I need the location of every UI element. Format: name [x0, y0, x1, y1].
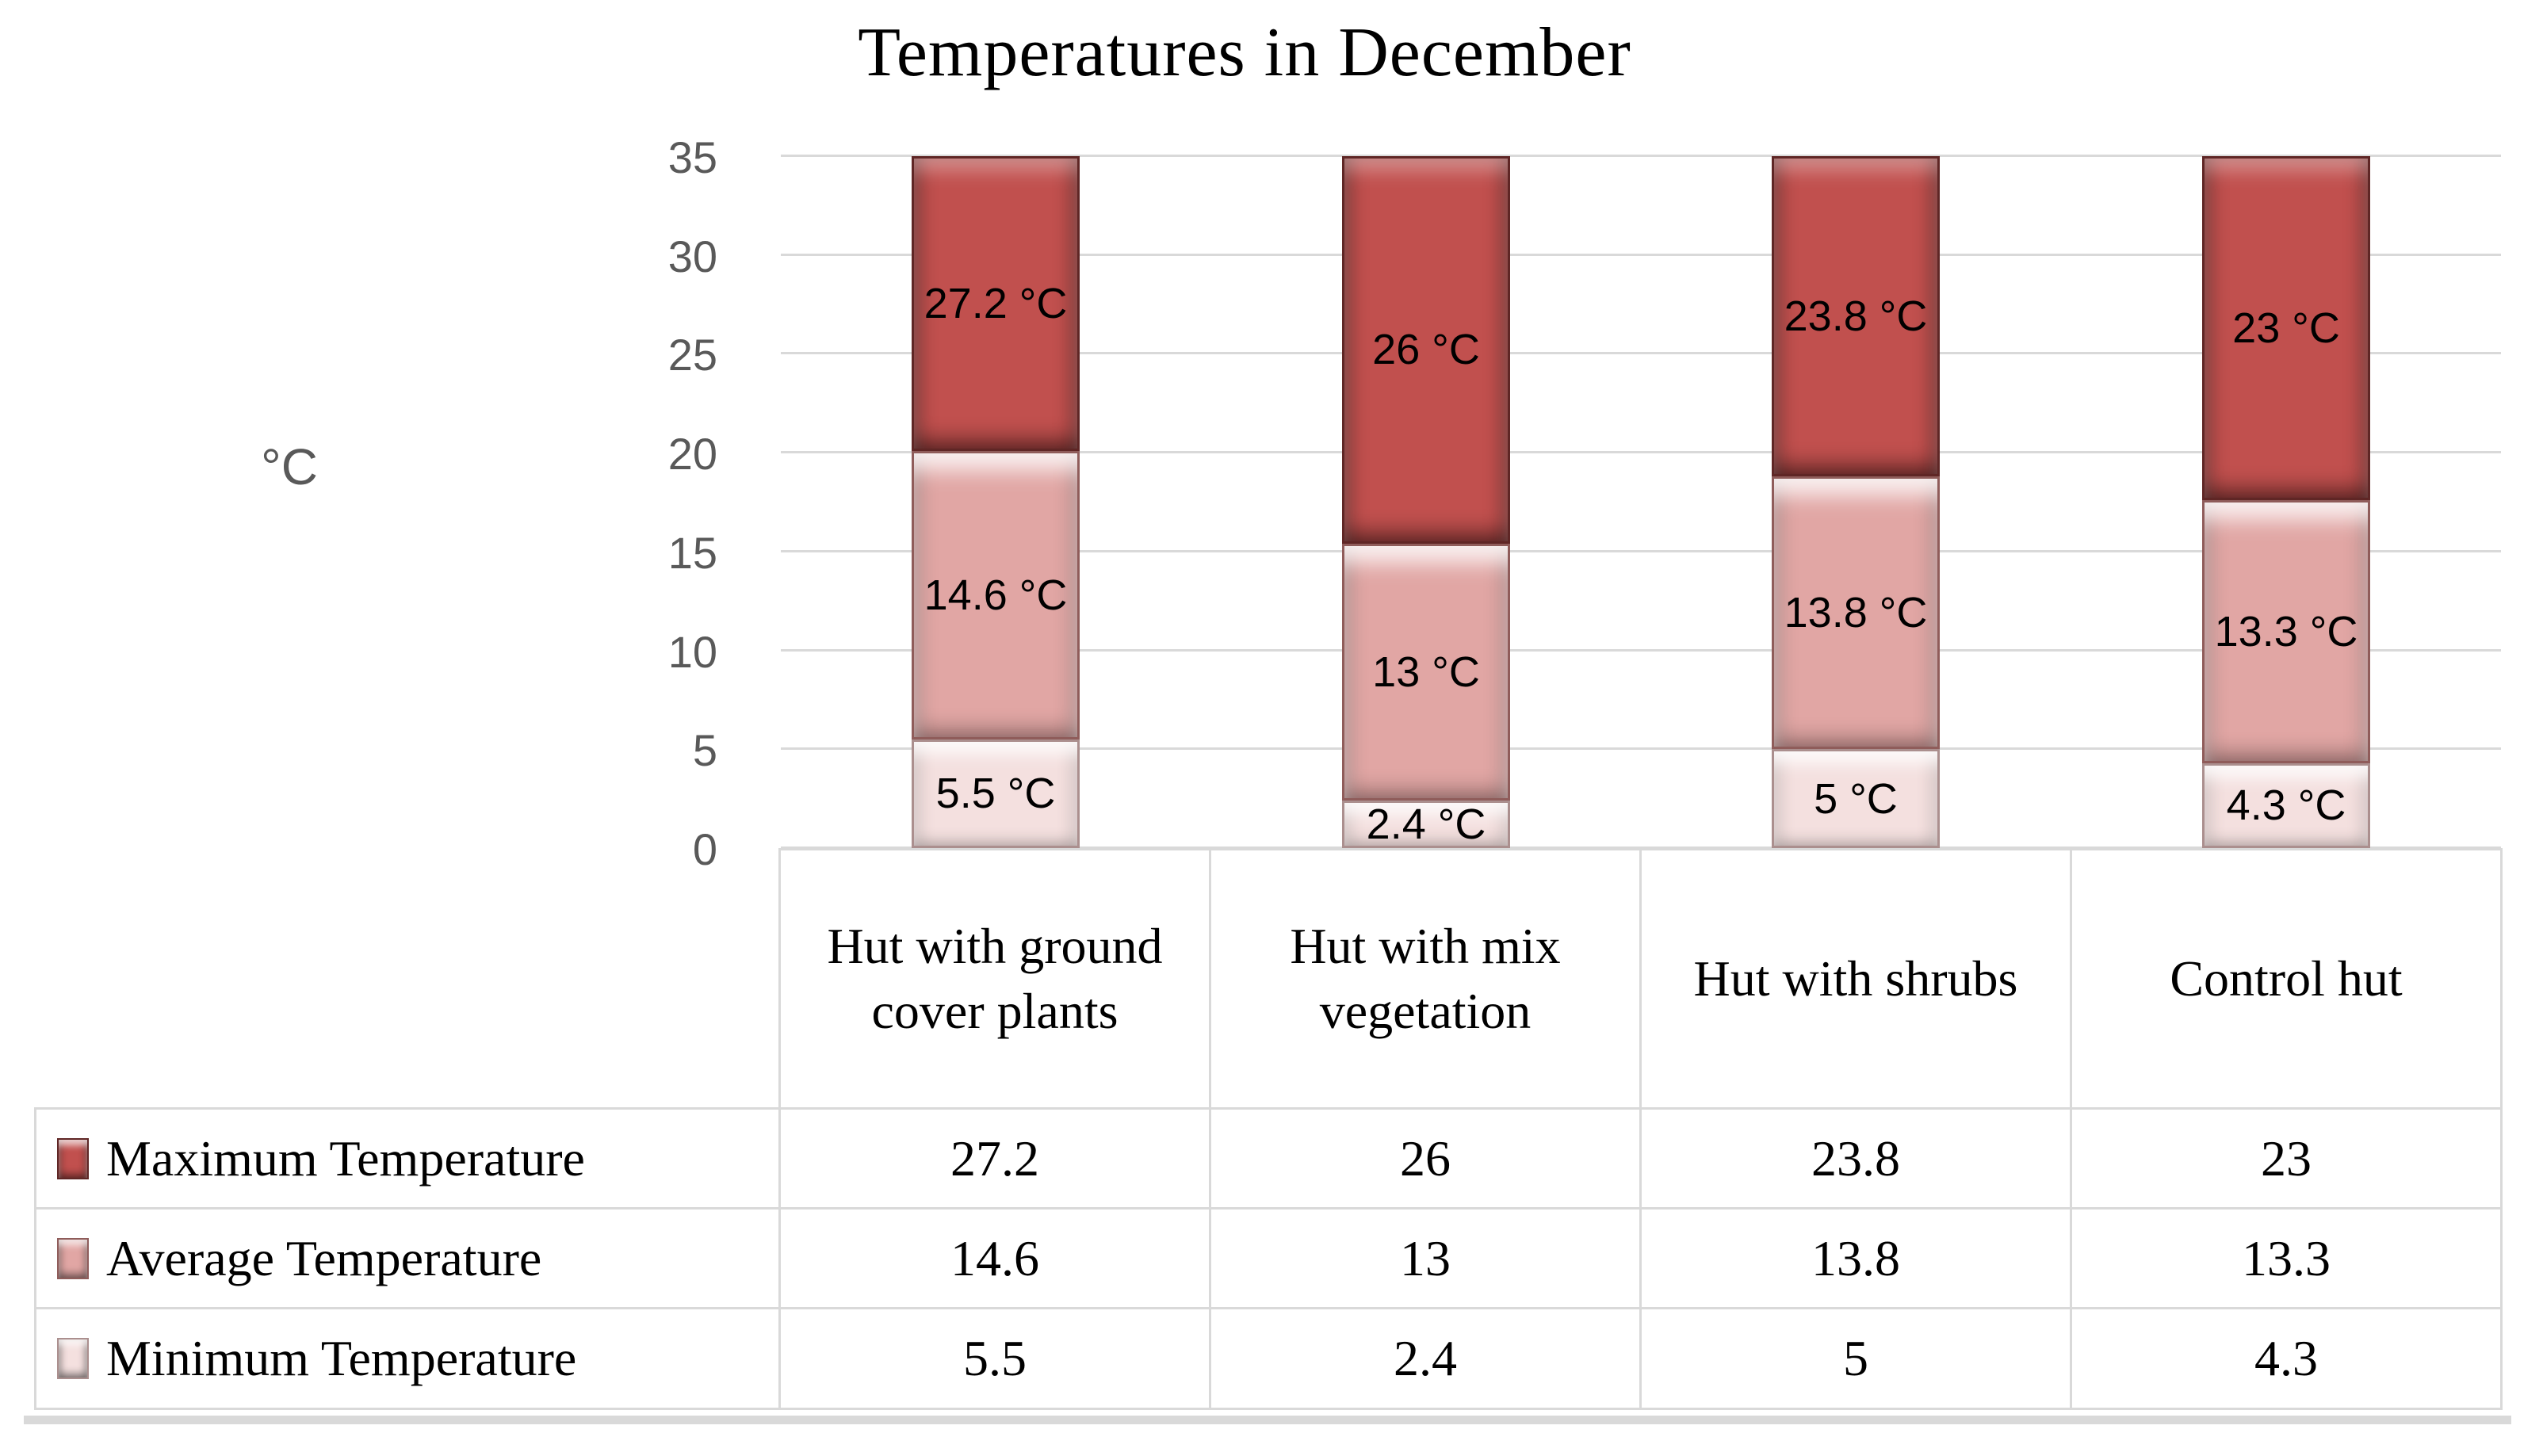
y-axis-tick-label: 5: [692, 725, 717, 776]
gridline: [781, 549, 2501, 552]
gridline: [781, 352, 2501, 355]
table-value: 13.3: [2072, 1210, 2503, 1309]
segment-maximum-temperature: 26 °C: [1342, 156, 1510, 544]
data-label: 14.6 °C: [924, 571, 1068, 619]
segment-minimum-temperature: 5 °C: [1772, 749, 1940, 848]
segment-maximum-temperature: 23 °C: [2202, 156, 2370, 501]
data-label: 2.4 °C: [1366, 801, 1486, 849]
chart-title: Temperatures in December: [858, 14, 1631, 91]
plot-area: 5.5 °C 14.6 °C 27.2 °C 2.4 °C 13 °C 26 °…: [781, 155, 2501, 849]
y-axis: 0 5 10 15 20 25 30 35: [547, 136, 717, 872]
data-label: 26 °C: [1372, 326, 1480, 374]
table-value: 23: [2072, 1110, 2503, 1210]
segment-maximum-temperature: 27.2 °C: [912, 156, 1080, 451]
legend-item-average-temperature: Average Temperature: [34, 1210, 781, 1309]
segment-average-temperature: 13 °C: [1342, 543, 1510, 801]
table-value: 2.4: [1211, 1309, 1642, 1410]
table-value: 23.8: [1642, 1110, 2072, 1210]
y-axis-tick-label: 30: [667, 231, 717, 281]
y-axis-tick-label: 20: [667, 429, 717, 480]
segment-average-temperature: 13.3 °C: [2202, 500, 2370, 763]
gridline: [781, 846, 2501, 849]
legend-item-minimum-temperature: Minimum Temperature: [34, 1309, 781, 1410]
bar-hut-with-shrubs: 5 °C 13.8 °C 23.8 °C: [1772, 156, 1940, 848]
table-value: 5.5: [781, 1309, 1211, 1410]
gridline: [781, 747, 2501, 751]
table-value: 13.8: [1642, 1210, 2072, 1309]
segment-maximum-temperature: 23.8 °C: [1772, 156, 1940, 477]
legend-label: Average Temperature: [106, 1229, 542, 1286]
data-label: 23.8 °C: [1784, 292, 1928, 341]
legend-key-icon: [57, 1137, 89, 1179]
data-table: Hut with ground cover plants Hut with mi…: [34, 848, 2503, 1410]
data-label: 5 °C: [1814, 774, 1898, 823]
data-label: 13.8 °C: [1784, 589, 1928, 637]
y-axis-tick-label: 35: [667, 132, 717, 182]
segment-average-temperature: 14.6 °C: [912, 450, 1080, 739]
table-value: 14.6: [781, 1210, 1211, 1309]
table-value: 27.2: [781, 1110, 1211, 1210]
gridline: [781, 648, 2501, 652]
segment-minimum-temperature: 2.4 °C: [1342, 801, 1510, 848]
y-axis-tick-label: 0: [692, 824, 717, 874]
legend-key-icon: [57, 1338, 89, 1379]
segment-minimum-temperature: 5.5 °C: [912, 739, 1080, 848]
gridline: [781, 253, 2501, 256]
category-header: Hut with ground cover plants: [781, 848, 1211, 1110]
bar-control-hut: 4.3 °C 13.3 °C 23 °C: [2202, 156, 2370, 848]
gridline: [781, 155, 2501, 157]
table-outer-border: [24, 1416, 2511, 1424]
data-label: 13.3 °C: [2214, 607, 2358, 655]
category-header: Hut with shrubs: [1642, 848, 2072, 1110]
legend-label: Maximum Temperature: [106, 1129, 585, 1187]
category-header: Hut with mix vegetation: [1211, 848, 1642, 1110]
legend-label: Minimum Temperature: [106, 1330, 577, 1387]
bar-hut-with-ground-cover-plants: 5.5 °C 14.6 °C 27.2 °C: [912, 156, 1080, 848]
segment-average-temperature: 13.8 °C: [1772, 476, 1940, 750]
y-axis-tick-label: 25: [667, 330, 717, 380]
table-value: 13: [1211, 1210, 1642, 1309]
legend-key-icon: [57, 1237, 89, 1279]
table-corner-cell: [34, 848, 781, 1110]
y-axis-tick-label: 10: [667, 626, 717, 677]
data-label: 4.3 °C: [2226, 782, 2346, 830]
y-axis-tick-label: 15: [667, 527, 717, 578]
table-value: 4.3: [2072, 1309, 2503, 1410]
category-header: Control hut: [2072, 848, 2503, 1110]
data-label: 27.2 °C: [924, 279, 1068, 327]
table-value: 5: [1642, 1309, 2072, 1410]
y-axis-title: °C: [261, 438, 318, 495]
legend-item-maximum-temperature: Maximum Temperature: [34, 1110, 781, 1210]
bar-hut-with-mix-vegetation: 2.4 °C 13 °C 26 °C: [1342, 156, 1510, 848]
data-label: 13 °C: [1372, 648, 1480, 697]
data-label: 5.5 °C: [935, 770, 1056, 818]
gridline: [781, 451, 2501, 454]
segment-minimum-temperature: 4.3 °C: [2202, 762, 2370, 848]
table-value: 26: [1211, 1110, 1642, 1210]
data-label: 23 °C: [2232, 304, 2340, 353]
